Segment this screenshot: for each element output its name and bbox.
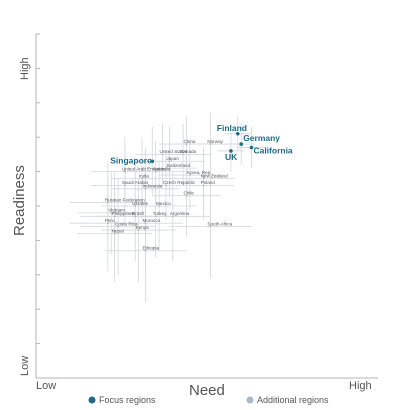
point-new-zealand	[202, 177, 205, 180]
point-label-united-arab-emirates: United Arab Emirates	[122, 166, 166, 171]
point-united-states	[161, 153, 164, 156]
x-axis-low-label: Low	[36, 380, 56, 392]
legend-marker-focus	[88, 396, 96, 404]
point-label-brazil: Brazil	[132, 211, 144, 216]
point-label-australia: Australia	[153, 166, 171, 171]
point-label-norway: Norway	[207, 139, 223, 144]
point-label-canada: Canada	[180, 149, 197, 154]
point-china	[185, 143, 188, 145]
point-nepal	[113, 232, 116, 235]
legend-label-additional: Additional regions	[257, 395, 329, 405]
point-finland	[235, 131, 240, 136]
point-turkey	[154, 215, 157, 218]
point-peru	[106, 222, 109, 225]
point-label-korea-rep: Korea, Rep.	[187, 170, 212, 175]
point-label-russian-federation: Russian Federation	[105, 197, 145, 202]
point-germany	[239, 142, 243, 146]
point-label-finland: Finland	[217, 123, 247, 133]
point-argentina	[171, 215, 174, 218]
point-korea-rep	[189, 174, 191, 176]
point-label-vietnam: Vietnam	[108, 208, 125, 213]
point-label-mexico: Mexico	[156, 201, 171, 206]
point-uk	[229, 149, 233, 153]
point-label-india: India	[139, 173, 149, 178]
point-label-uk: UK	[225, 152, 238, 162]
point-japan	[168, 160, 171, 163]
y-axis-low-label: Low	[19, 356, 31, 376]
point-label-costa-rica: Costa Rica	[115, 221, 138, 226]
point-kenya	[137, 229, 140, 231]
point-california	[249, 145, 254, 150]
point-philippines	[113, 215, 116, 218]
point-label-ukraine: Ukraine	[132, 201, 148, 206]
point-label-china: China	[183, 139, 195, 144]
legend-marker-additional	[246, 396, 254, 404]
point-label-turkey: Turkey	[153, 211, 168, 216]
axes	[35, 33, 378, 379]
point-label-morocco: Morocco	[142, 218, 160, 223]
point-australia	[154, 170, 157, 173]
legend-label-focus: Focus regions	[99, 395, 156, 405]
legend: Focus regions Additional regions	[88, 395, 329, 405]
point-label-philippines: Philippines	[112, 211, 135, 216]
point-label-south-africa: South Africa	[207, 221, 232, 226]
x-axis-high-label: High	[349, 380, 372, 392]
point-south-africa	[209, 225, 212, 228]
y-axis-high-label: High	[19, 57, 31, 80]
point-costa-rica	[117, 225, 119, 228]
point-label-indonesia: Indonesia	[142, 184, 162, 189]
point-united-arab-emirates	[124, 170, 126, 173]
point-label-kenya: Kenya	[136, 225, 149, 230]
point-norway	[209, 143, 212, 145]
point-label-singapore: Singapore	[110, 155, 152, 165]
point-indonesia	[144, 187, 147, 190]
point-russian-federation	[106, 201, 109, 204]
point-chile	[185, 194, 188, 197]
point-singapore	[150, 159, 155, 164]
point-canada	[182, 153, 184, 156]
point-label-ethiopia: Ethiopia	[142, 246, 159, 251]
point-czech-republic	[165, 184, 167, 187]
point-saudi-arabia	[124, 184, 126, 187]
point-label-switzerland: Switzerland	[166, 163, 190, 168]
point-label-germany: Germany	[243, 133, 280, 143]
point-switzerland	[168, 167, 171, 170]
y-axis-title: Readiness	[11, 165, 28, 236]
point-vietnam	[110, 211, 113, 214]
point-mexico	[158, 205, 161, 207]
y-axis-ticks	[36, 33, 40, 379]
point-label-peru: Peru	[105, 218, 115, 223]
point-label-united-states: United States	[160, 149, 188, 154]
point-label-california: California	[253, 146, 292, 156]
point-label-poland: Poland	[201, 180, 216, 185]
point-label-japan: Japan	[166, 156, 179, 161]
data-points	[106, 131, 254, 252]
point-ukraine	[134, 205, 137, 207]
error-bars	[70, 113, 266, 303]
point-brazil	[134, 215, 137, 218]
point-label-saudi-arabia: Saudi Arabia	[122, 180, 148, 185]
point-label-chile: Chile	[183, 190, 194, 195]
point-label-czech-republic: Czech Republic	[163, 180, 196, 185]
point-label-argentina: Argentina	[170, 211, 190, 216]
point-poland	[202, 184, 205, 187]
x-axis-title: Need	[189, 382, 225, 399]
point-label-nepal: Nepal	[112, 228, 124, 233]
point-label-new-zealand: New Zealand	[201, 173, 229, 178]
point-ethiopia	[144, 249, 147, 252]
point-morocco	[144, 222, 147, 225]
point-india	[141, 177, 143, 180]
